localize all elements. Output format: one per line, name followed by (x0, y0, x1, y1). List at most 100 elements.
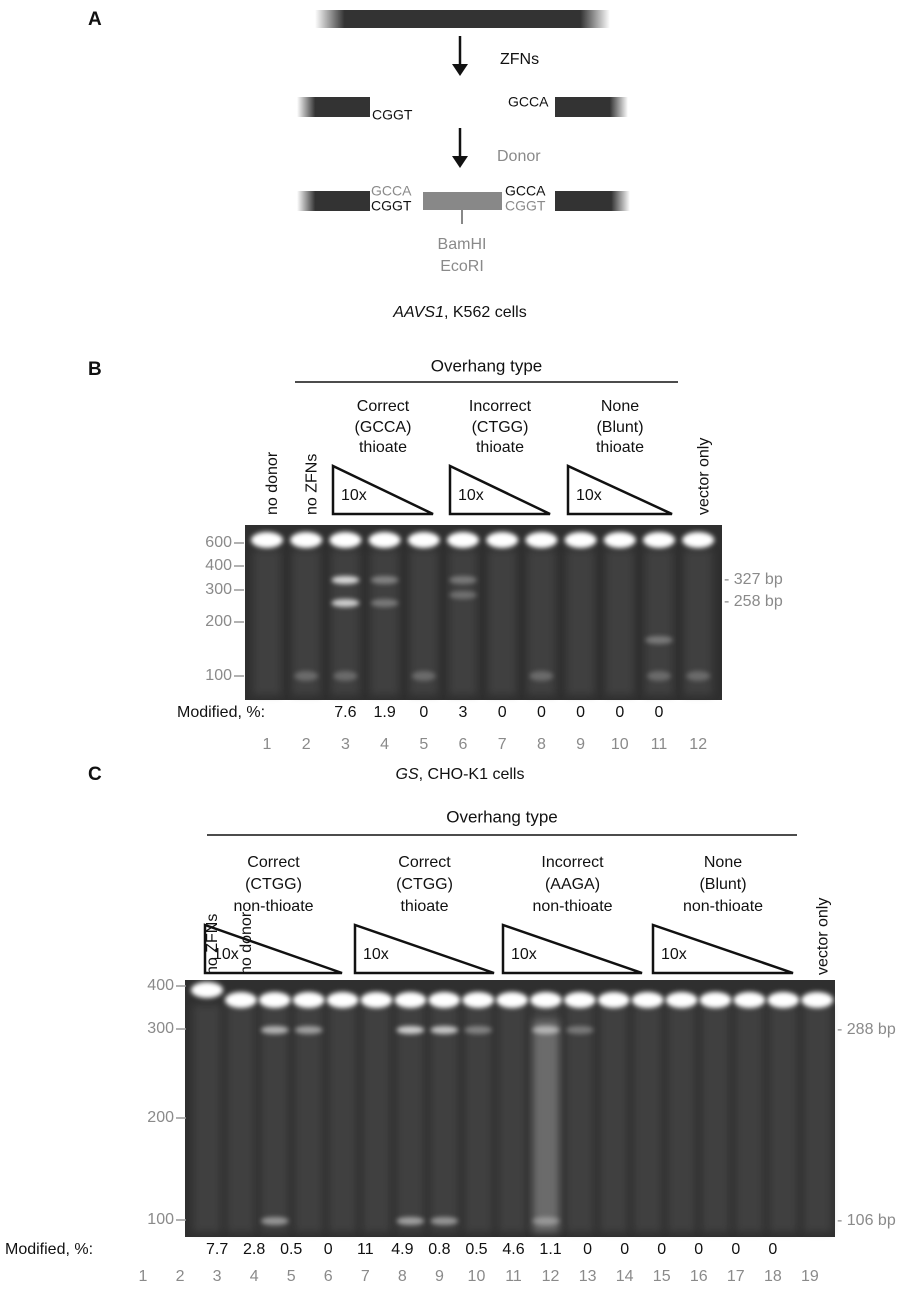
band (449, 576, 477, 584)
title-italic: GS (396, 766, 419, 783)
ladder-label: 100 (147, 1211, 174, 1228)
lane-smear (735, 1005, 764, 1232)
band (396, 1026, 425, 1034)
gradient-triangle (331, 464, 434, 516)
modified-value: 1.9 (373, 704, 395, 721)
lane-smear (605, 550, 634, 695)
modified-value: 0 (615, 704, 624, 721)
band (191, 982, 223, 998)
lane-smear (533, 1020, 559, 1232)
band (447, 532, 479, 548)
site-label: BamHI (438, 236, 487, 253)
panel-label: B (88, 359, 102, 380)
modified-value: 0 (655, 704, 664, 721)
lane-number: 12 (689, 736, 707, 753)
control-label: vector only (814, 898, 831, 975)
lane-smear (226, 1005, 255, 1232)
lane-smear (498, 1005, 527, 1232)
gradient-triangle (501, 923, 643, 975)
band (326, 992, 359, 1008)
group-label: Incorrect (541, 854, 604, 871)
lane-number: 14 (616, 1268, 634, 1285)
site-label: EcoRI (440, 258, 484, 275)
lane-smear (328, 1005, 357, 1232)
modified-value: 0.5 (465, 1241, 487, 1258)
modified-value: 0.8 (428, 1241, 450, 1258)
modified-value: 4.9 (391, 1241, 413, 1258)
band (563, 992, 596, 1008)
lane-smear (292, 550, 321, 695)
band (258, 992, 291, 1008)
band (525, 532, 558, 548)
group-label: Correct (357, 398, 410, 415)
modified-value: 0 (419, 704, 428, 721)
lane-smear (527, 550, 556, 695)
group-label: (AAGA) (545, 876, 600, 893)
end-label: CGGT (371, 198, 412, 214)
group-label: (CTGG) (245, 876, 302, 893)
band (251, 532, 283, 548)
modified-value: 0 (731, 1241, 740, 1258)
lane-number: 1 (139, 1268, 148, 1285)
gradient-label: 10x (363, 946, 389, 963)
dna-bar (297, 97, 370, 117)
modified-value: 0 (657, 1241, 666, 1258)
lane-smear (769, 1005, 798, 1232)
control-label: no ZFNs (204, 914, 221, 975)
lane-smear (193, 1005, 221, 1232)
ladder-label: 100 (205, 667, 232, 684)
modified-value: 4.6 (502, 1241, 524, 1258)
band (597, 992, 630, 1008)
modified-value: 0.5 (280, 1241, 302, 1258)
lane-smear (488, 550, 517, 695)
control-label: no donor (264, 451, 281, 515)
lane-number: 3 (213, 1268, 222, 1285)
dna-bar (555, 97, 628, 117)
group-label: thioate (596, 439, 644, 456)
band (428, 992, 461, 1008)
panel-c: C GS, CHO-K1 cells Overhang type Correct (CT… (5, 764, 896, 1285)
size-marker: - 258 bp (724, 593, 783, 610)
lane-number: 12 (542, 1268, 560, 1285)
lane-number: 6 (324, 1268, 333, 1285)
lane-number: 1 (263, 736, 272, 753)
gradient-label: 10x (458, 487, 484, 504)
size-marker: - 288 bp (837, 1021, 896, 1038)
band (368, 532, 401, 548)
band (331, 576, 360, 584)
band (564, 532, 597, 548)
group-label: (Blunt) (699, 876, 746, 893)
lane-number: 16 (690, 1268, 708, 1285)
panel-title: GS, CHO-K1 cells (396, 766, 525, 783)
band (294, 1026, 323, 1034)
lane-number: 2 (176, 1268, 185, 1285)
modified-value: 11 (357, 1241, 374, 1258)
lane-smear (645, 550, 673, 695)
lane-number: 8 (398, 1268, 407, 1285)
modified-value: 0 (620, 1241, 629, 1258)
band (603, 532, 636, 548)
modified-value: 2.8 (243, 1241, 265, 1258)
modified-value: 7.6 (334, 704, 356, 721)
end-label: GCCA (505, 183, 546, 199)
modified-value: 0 (498, 704, 507, 721)
group-label: Incorrect (469, 398, 532, 415)
panel-label: C (88, 764, 102, 785)
size-marker: - 327 bp (724, 571, 783, 588)
ladder-label: 200 (147, 1109, 174, 1126)
end-label: GCCA (371, 183, 412, 199)
gradient-label: 10x (213, 946, 239, 963)
modified-value: 7.7 (206, 1241, 228, 1258)
lane-number: 15 (653, 1268, 671, 1285)
group-label: None (704, 854, 742, 871)
band (565, 1026, 594, 1034)
lane-smear (370, 550, 399, 695)
dna-bar (315, 10, 610, 28)
modified-value: 0 (576, 704, 585, 721)
band (643, 532, 675, 548)
panel-title: AAVS1, K562 cells (392, 304, 526, 321)
lane-smear (565, 1005, 594, 1232)
gradient-triangle (566, 464, 673, 516)
band (686, 671, 711, 681)
